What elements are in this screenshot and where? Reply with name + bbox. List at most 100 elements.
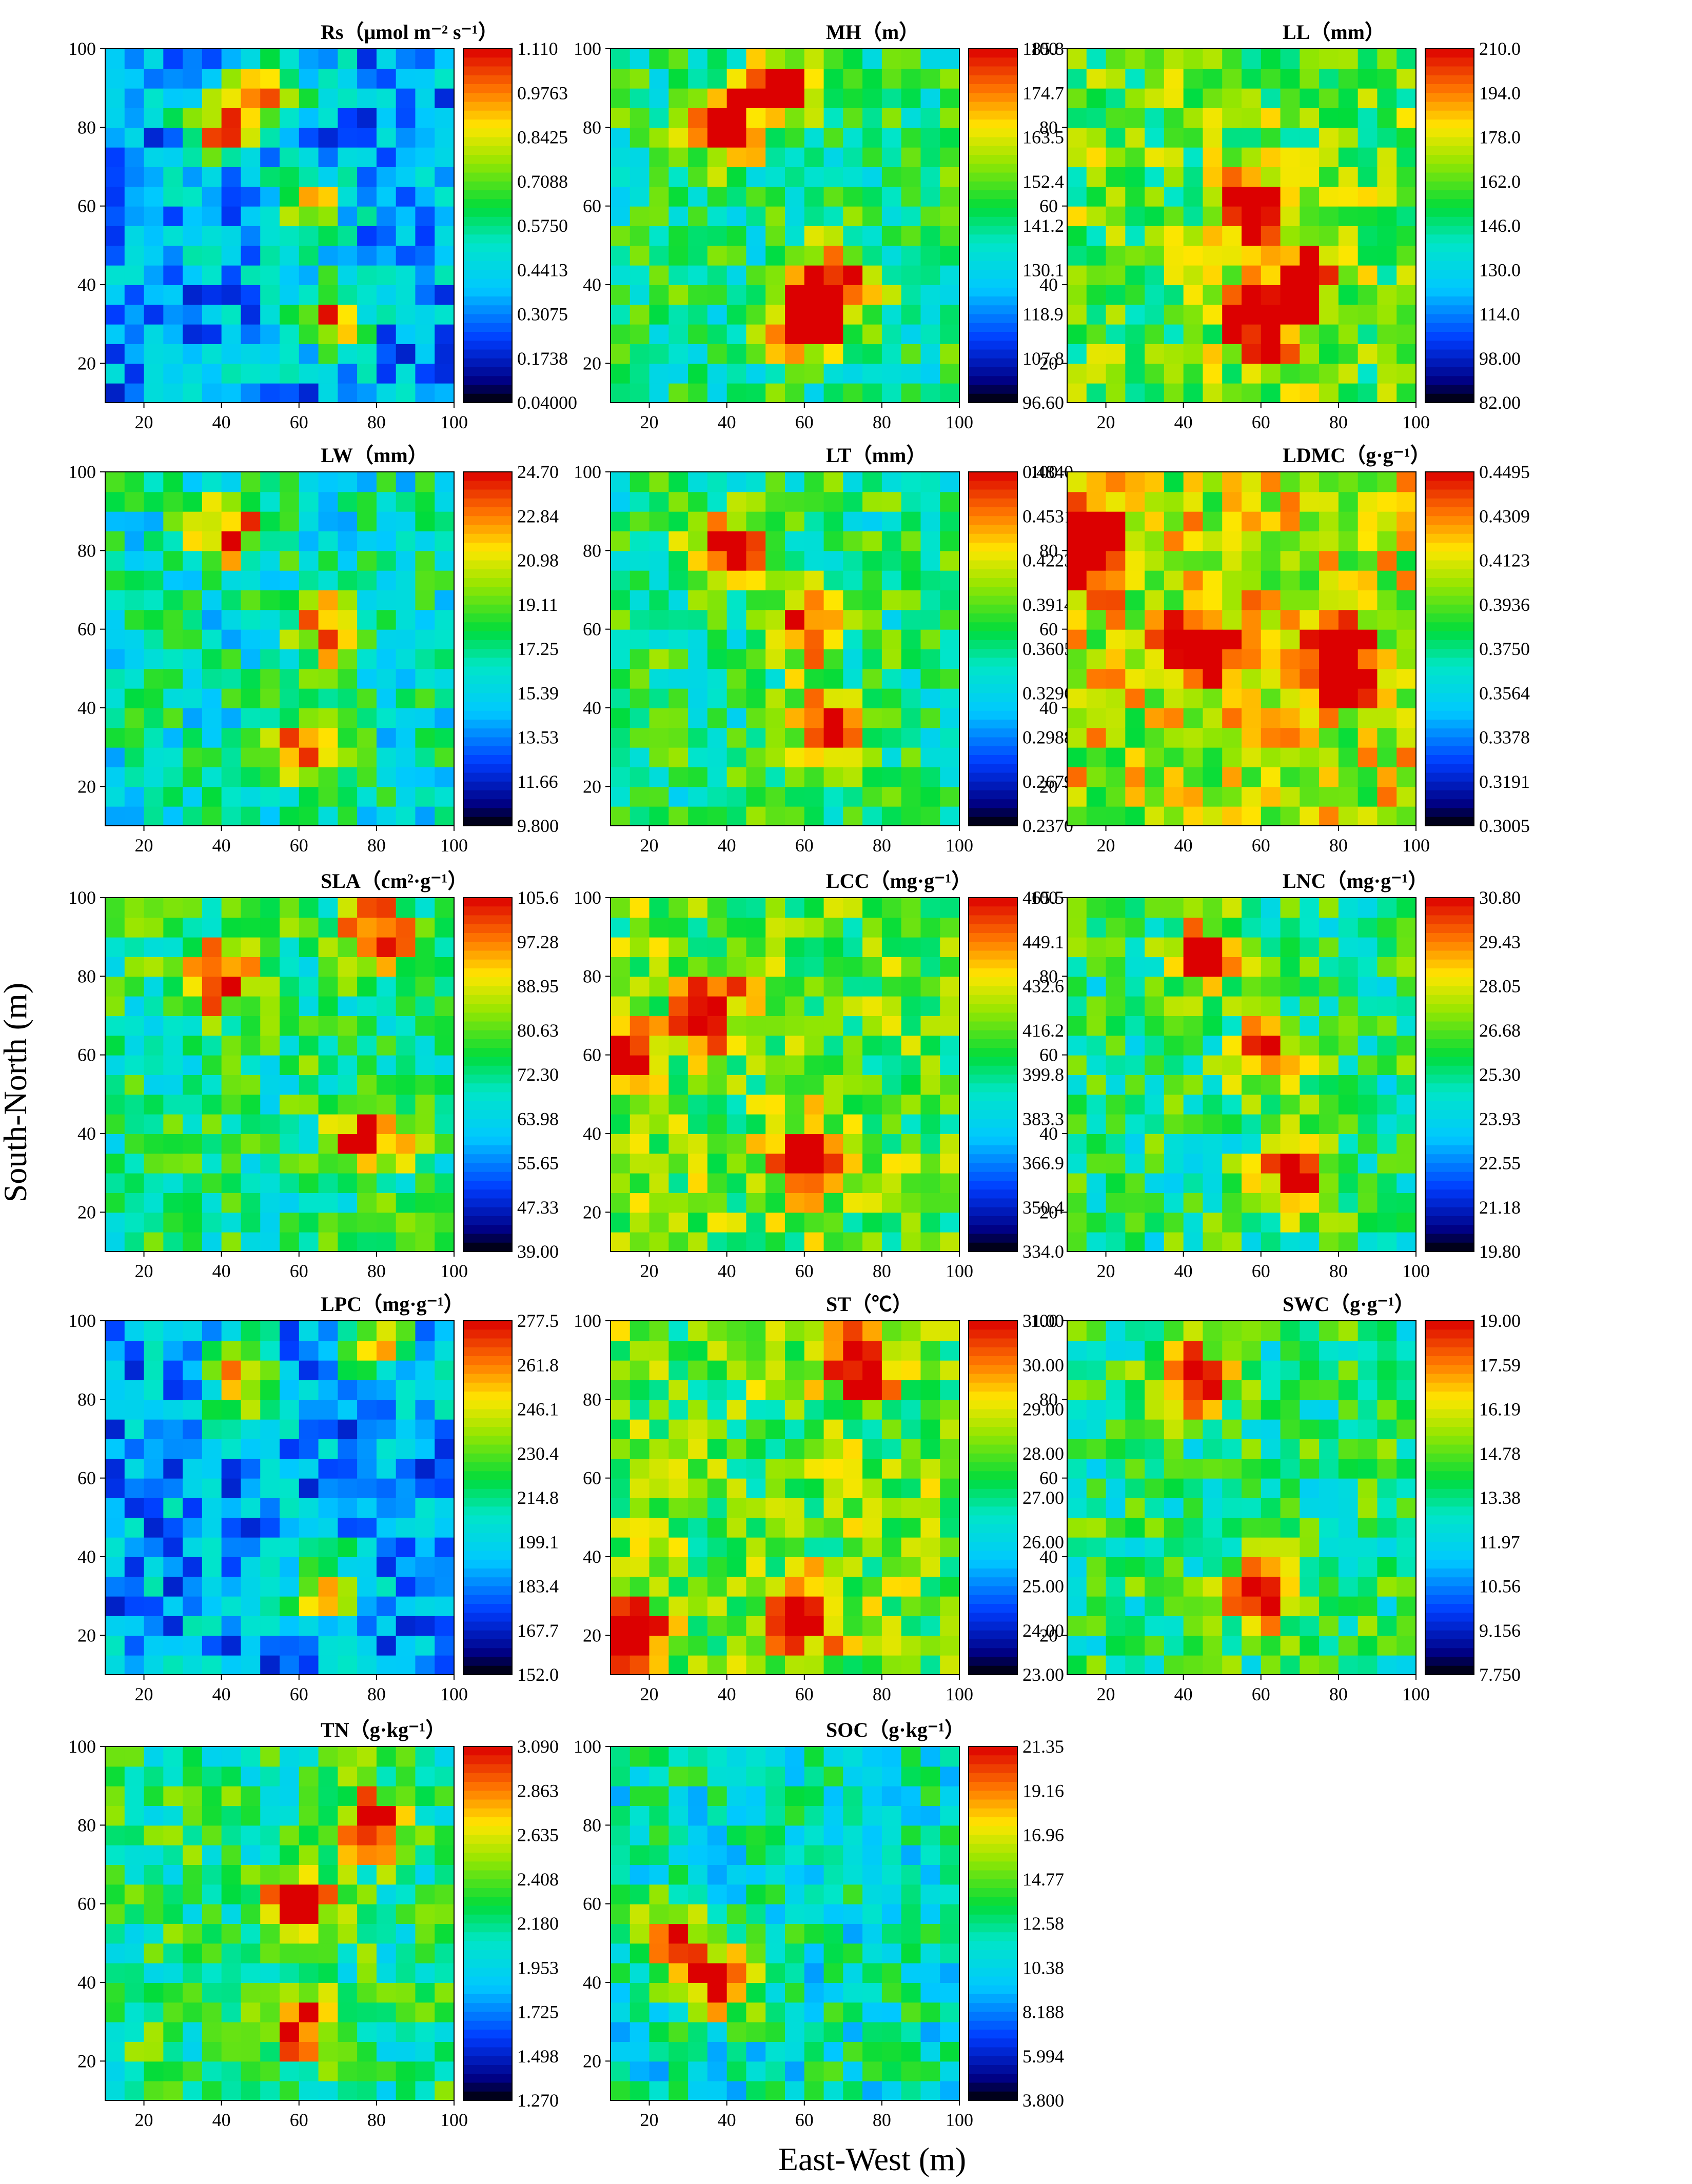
heat-cell bbox=[376, 1055, 397, 1075]
heat-cell bbox=[1396, 1153, 1416, 1174]
heat-cell bbox=[746, 1134, 766, 1154]
heat-cell bbox=[1261, 1576, 1281, 1597]
heat-cell bbox=[1183, 917, 1204, 938]
heat-cell bbox=[862, 531, 882, 551]
heat-cell bbox=[183, 511, 203, 531]
heat-cell bbox=[1164, 511, 1184, 531]
heat-cell bbox=[1396, 1478, 1416, 1498]
heat-cell bbox=[318, 649, 339, 669]
heat-cell bbox=[376, 786, 397, 807]
heat-cell bbox=[1280, 1557, 1301, 1577]
heat-cell bbox=[163, 1517, 184, 1538]
heat-cell bbox=[183, 550, 203, 571]
heat-cell bbox=[707, 1340, 727, 1361]
heat-cell bbox=[280, 108, 300, 128]
heat-cell bbox=[726, 285, 747, 305]
heat-cell bbox=[629, 1557, 650, 1577]
heat-cell bbox=[804, 511, 824, 531]
heat-cell bbox=[396, 1193, 416, 1213]
heat-cell bbox=[1377, 786, 1398, 807]
heat-cell bbox=[1183, 708, 1204, 728]
heat-cell bbox=[804, 1075, 824, 1095]
heat-cell bbox=[163, 531, 184, 551]
heat-cell bbox=[202, 1055, 222, 1075]
heat-cell bbox=[221, 1962, 242, 1983]
heat-cell bbox=[765, 304, 785, 325]
heat-cell bbox=[318, 1785, 339, 1806]
heat-cell bbox=[862, 786, 882, 807]
heat-cell bbox=[415, 324, 436, 344]
heat-cell bbox=[260, 1321, 280, 1341]
colorbar-segment bbox=[1425, 1189, 1474, 1199]
colorbar-segment bbox=[463, 578, 512, 588]
heat-cell bbox=[338, 1232, 358, 1252]
heat-cell bbox=[668, 1055, 689, 1075]
heat-cell bbox=[318, 1055, 339, 1075]
heat-cell bbox=[688, 167, 708, 187]
heat-cell bbox=[1300, 472, 1320, 492]
x-tick-label: 60 bbox=[1252, 1684, 1270, 1704]
heat-cell bbox=[202, 285, 222, 305]
heat-cell bbox=[940, 1635, 960, 1656]
heat-cell bbox=[1261, 49, 1281, 69]
heat-cell bbox=[940, 1360, 960, 1380]
heat-cell bbox=[183, 1173, 203, 1193]
heat-cell bbox=[823, 167, 844, 187]
heat-cell bbox=[726, 1212, 747, 1233]
heat-cell bbox=[202, 1134, 222, 1154]
heat-cell bbox=[1125, 976, 1146, 997]
heat-cell bbox=[221, 1746, 242, 1767]
colorbar-segment bbox=[969, 314, 1017, 324]
heat-cell bbox=[881, 1537, 902, 1557]
heat-cell bbox=[144, 1805, 164, 1826]
heat-cell bbox=[396, 1635, 416, 1656]
colorbar-segment bbox=[463, 155, 512, 165]
heat-cell bbox=[726, 1439, 747, 1459]
heat-cell bbox=[1242, 1439, 1262, 1459]
heat-cell bbox=[396, 708, 416, 728]
heat-cell bbox=[1145, 1016, 1165, 1036]
heat-cell bbox=[1106, 1016, 1126, 1036]
heat-cell bbox=[1261, 344, 1281, 364]
heat-cell bbox=[1106, 609, 1126, 630]
heat-cell bbox=[1396, 127, 1416, 148]
heat-cell bbox=[843, 147, 863, 167]
heat-cell bbox=[415, 688, 436, 708]
heat-cell bbox=[823, 1537, 844, 1557]
heat-cell bbox=[843, 727, 863, 748]
heat-cell bbox=[299, 1458, 319, 1479]
heat-cell bbox=[1357, 688, 1378, 708]
colorbar-label: 0.4123 bbox=[1479, 550, 1530, 571]
heat-cell bbox=[881, 976, 902, 997]
heat-cell bbox=[1261, 1134, 1281, 1154]
colorbar-label: 15.39 bbox=[517, 683, 559, 703]
heat-cell bbox=[1086, 629, 1107, 649]
heat-cell bbox=[163, 708, 184, 728]
heat-cell bbox=[105, 1596, 125, 1616]
colorbar-label: 465.5 bbox=[1022, 887, 1064, 908]
heat-cell bbox=[318, 1635, 339, 1656]
colorbar-segment bbox=[969, 1216, 1017, 1226]
heat-cell bbox=[668, 1616, 689, 1636]
heat-cell bbox=[1357, 1498, 1378, 1518]
heat-cell bbox=[1280, 708, 1301, 728]
heat-cell bbox=[376, 324, 397, 344]
heat-cell bbox=[920, 898, 941, 918]
heat-cell bbox=[202, 2002, 222, 2022]
heat-cell bbox=[1183, 511, 1204, 531]
heat-cell bbox=[1338, 1596, 1359, 1616]
heat-cell bbox=[1338, 1655, 1359, 1675]
heat-cell bbox=[202, 1884, 222, 1904]
heat-cell bbox=[688, 1321, 708, 1341]
heat-cell bbox=[280, 1321, 300, 1341]
heat-cell bbox=[804, 226, 824, 246]
heat-cell bbox=[707, 1537, 727, 1557]
heat-cell bbox=[823, 609, 844, 630]
heat-cell bbox=[1319, 285, 1339, 305]
heat-cell bbox=[1106, 1616, 1126, 1636]
heat-cell bbox=[1357, 265, 1378, 285]
heat-cell bbox=[280, 1766, 300, 1786]
heat-cell bbox=[357, 649, 377, 669]
heat-cell bbox=[144, 108, 164, 128]
heat-cell bbox=[1125, 1458, 1146, 1479]
